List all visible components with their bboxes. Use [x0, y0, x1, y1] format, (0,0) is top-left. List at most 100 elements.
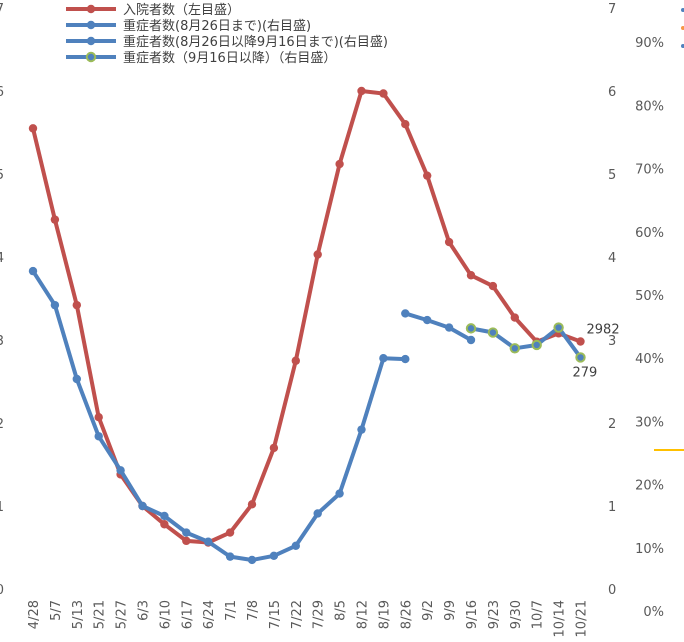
- data-point: [28, 266, 38, 276]
- data-point: [50, 215, 60, 224]
- x-tick-label: 6/3: [137, 600, 152, 621]
- data-point: [401, 309, 410, 318]
- legend-label: 重症者数(8月26日以降9月16日まで)(右目盛): [123, 34, 388, 50]
- legend-marker: [86, 20, 96, 30]
- right-tick-label: 1: [608, 500, 616, 515]
- x-tick-label: 5/27: [115, 600, 130, 629]
- edge-dot: [681, 8, 684, 12]
- left-tick-label: 5: [0, 168, 4, 183]
- x-tick-label: 9/16: [465, 600, 480, 629]
- percent-tick-label: 10%: [635, 542, 664, 557]
- legend: 入院者数（左目盛）重症者数(8月26日まで)(右目盛)重症者数(8月26日以降9…: [66, 3, 388, 66]
- data-point: [204, 537, 213, 546]
- data-point: [379, 89, 388, 98]
- data-point: [487, 327, 499, 338]
- series-3: [401, 309, 476, 345]
- data-point: [531, 339, 542, 351]
- data-point: [269, 551, 279, 560]
- left-tick-label: 4: [0, 251, 4, 266]
- legend-label: 入院者数（左目盛）: [123, 3, 240, 18]
- x-tick-label: 5/13: [71, 600, 86, 629]
- data-point: [94, 412, 103, 422]
- data-point: [357, 425, 366, 434]
- x-tick-label: 6/17: [180, 600, 195, 629]
- percent-tick-label: 0%: [643, 605, 664, 620]
- x-tick-label: 9/30: [509, 600, 524, 629]
- series-4: [465, 322, 586, 363]
- data-point: [423, 315, 432, 325]
- percent-tick-label: 60%: [635, 226, 664, 241]
- right-tick-label: 7: [608, 2, 616, 17]
- x-tick-label: 8/26: [399, 600, 414, 629]
- data-point: [28, 124, 38, 133]
- x-tick-label: 10/7: [531, 600, 546, 629]
- data-point: [182, 528, 191, 537]
- right-tick-label: 5: [608, 168, 616, 183]
- data-point: [553, 322, 564, 333]
- x-tick-label: 7/1: [224, 600, 239, 621]
- data-point: [269, 443, 279, 453]
- data-point: [225, 552, 235, 561]
- data-point: [94, 432, 103, 441]
- right-tick-label: 4: [608, 251, 616, 266]
- x-tick-label: 7/22: [290, 600, 305, 629]
- series-line: [31, 269, 408, 562]
- percent-tick-label: 70%: [635, 163, 664, 178]
- x-tick-label: 7/29: [312, 600, 327, 629]
- x-tick-label: 10/14: [553, 600, 568, 637]
- right-axis-ticks: 0 1 2 3 4 5 6 7: [608, 2, 616, 598]
- x-axis-ticks: 4/28 5/7 5/13 5/21 5/27 6/3 6/10 6/17 6/24 7/1 7/8…: [27, 600, 590, 637]
- data-point: [401, 354, 410, 364]
- data-point: [466, 271, 476, 280]
- left-tick-label: 1: [0, 500, 4, 515]
- data-point: [313, 509, 322, 518]
- series-line: [403, 311, 473, 342]
- data-point: [291, 356, 300, 365]
- x-tick-label: 9/2: [421, 600, 436, 621]
- legend-label: 重症者数（9月16日以降）（右目盛）: [123, 50, 336, 66]
- x-tick-label: 5/7: [49, 600, 64, 621]
- data-point: [160, 520, 169, 529]
- legend-marker: [86, 36, 96, 46]
- x-tick-label: 10/21: [575, 600, 590, 637]
- data-point: [335, 159, 344, 169]
- legend-marker: [86, 4, 96, 14]
- data-labels: 2982 279: [573, 322, 620, 380]
- percent-tick-label: 30%: [635, 415, 664, 430]
- data-point: [225, 528, 235, 537]
- data-point: [291, 541, 300, 551]
- legend-marker: [85, 51, 97, 63]
- data-point: [247, 500, 257, 509]
- right-tick-label: 2: [608, 417, 616, 432]
- x-tick-label: 7/8: [246, 600, 261, 621]
- right-tick-label: 0: [608, 583, 616, 598]
- x-tick-label: 9/23: [487, 600, 502, 629]
- edge-dot: [681, 44, 684, 48]
- data-point: [357, 86, 366, 96]
- x-tick-label: 8/12: [356, 600, 371, 629]
- legend-label: 重症者数(8月26日まで)(右目盛): [123, 18, 311, 34]
- data-point: [138, 501, 147, 511]
- x-tick-label: 7/15: [268, 600, 283, 629]
- data-point: [182, 536, 191, 546]
- data-point: [72, 300, 82, 310]
- series-1: [28, 86, 585, 547]
- left-axis-ticks: 0 1 2 3 4 5 6 7: [0, 2, 4, 598]
- right-tick-label: 3: [608, 334, 616, 349]
- x-tick-label: 9/9: [443, 600, 458, 621]
- series-layer: [28, 86, 586, 565]
- data-point: [116, 466, 125, 475]
- left-tick-label: 2: [0, 417, 4, 432]
- data-point: [401, 120, 410, 129]
- left-tick-label: 3: [0, 334, 4, 349]
- x-tick-label: 6/10: [158, 600, 173, 629]
- percent-tick-label: 50%: [635, 289, 664, 304]
- data-point: [247, 555, 257, 565]
- data-point: [160, 511, 169, 521]
- data-point: [379, 354, 388, 363]
- series-line: [31, 89, 583, 545]
- x-tick-label: 5/21: [93, 600, 108, 629]
- series-2: [28, 266, 410, 565]
- edge-decorations: [654, 8, 684, 451]
